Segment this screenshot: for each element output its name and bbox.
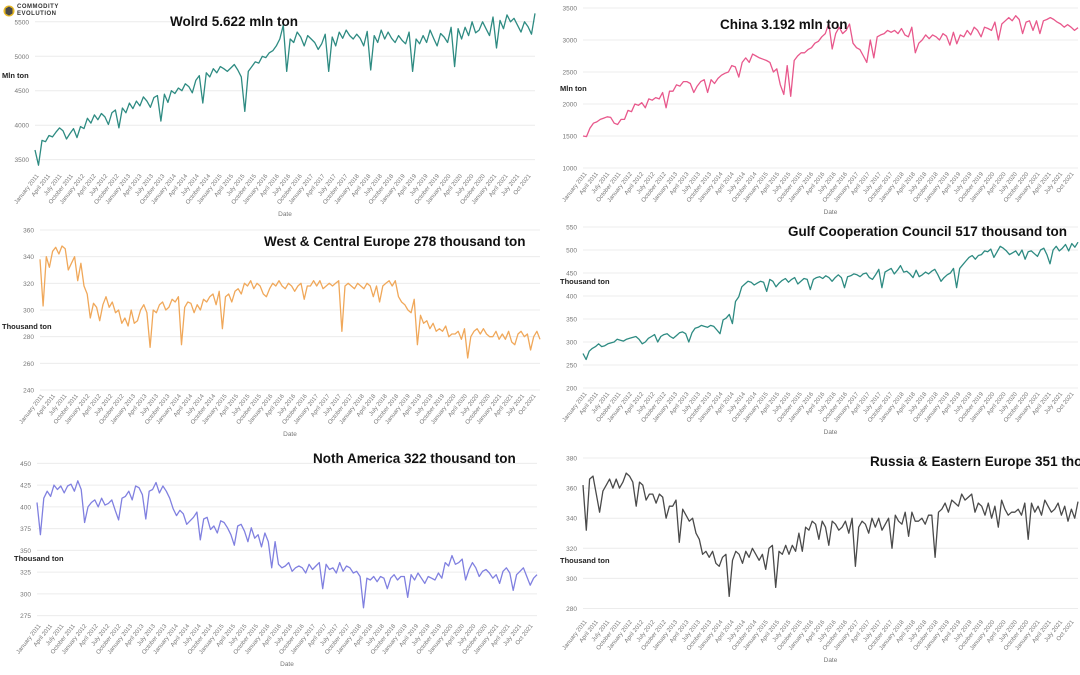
y-tick-label: 250 — [566, 363, 577, 370]
y-tick-label: 200 — [566, 386, 577, 393]
y-tick-label: 550 — [566, 225, 577, 232]
y-tick-label: 300 — [566, 576, 577, 583]
y-tick-label: 1000 — [563, 166, 578, 173]
y-tick-label: 375 — [20, 526, 31, 533]
x-axis-label: Date — [280, 661, 294, 668]
commodity-evolution-logo: COMMODITY EVOLUTION — [3, 3, 83, 25]
y-tick-label: 400 — [20, 504, 31, 511]
y-tick-label: 450 — [566, 271, 577, 278]
y-axis-label: Mln ton — [560, 84, 587, 93]
x-axis-label: Date — [824, 429, 838, 436]
y-tick-label: 500 — [566, 248, 577, 255]
y-tick-label: 4000 — [15, 123, 30, 130]
y-tick-label: 1500 — [563, 134, 578, 141]
y-tick-label: 350 — [566, 317, 577, 324]
y-tick-label: 3000 — [563, 38, 578, 45]
y-axis-label: Thousand ton — [14, 554, 64, 563]
y-tick-label: 360 — [566, 486, 577, 493]
y-tick-label: 360 — [23, 228, 34, 235]
y-tick-label: 320 — [566, 546, 577, 553]
y-tick-label: 275 — [20, 613, 31, 620]
y-tick-label: 320 — [23, 281, 34, 288]
y-tick-label: 4500 — [15, 88, 30, 95]
chart-title: Noth America 322 thousand ton — [313, 451, 516, 466]
y-axis-label: Thousand ton — [2, 322, 52, 331]
x-axis-label: Date — [824, 657, 838, 664]
y-tick-label: 260 — [23, 361, 34, 368]
y-tick-label: 400 — [566, 294, 577, 301]
y-tick-label: 280 — [23, 334, 34, 341]
y-tick-label: 3500 — [563, 6, 578, 13]
chart-title: Russia & Eastern Europe 351 thousand ton — [870, 454, 1080, 469]
chart-title: Wolrd 5.622 mln ton — [170, 14, 298, 29]
y-tick-label: 5500 — [15, 19, 30, 26]
y-axis-label: Thousand ton — [560, 277, 610, 286]
y-tick-label: 240 — [23, 388, 34, 395]
y-tick-label: 300 — [23, 308, 34, 315]
y-tick-label: 425 — [20, 483, 31, 490]
y-tick-label: 5000 — [15, 54, 30, 61]
series-line-gulf-cooperation — [582, 241, 1079, 361]
series-line-wolrd-5-622 — [34, 13, 536, 166]
y-tick-label: 340 — [566, 516, 577, 523]
x-axis-label: Date — [278, 211, 292, 218]
y-tick-label: 340 — [23, 254, 34, 261]
y-tick-label: 2000 — [563, 102, 578, 109]
y-tick-label: 380 — [566, 456, 577, 463]
y-axis-label: Mln ton — [2, 71, 29, 80]
x-axis-label: Date — [824, 209, 838, 216]
chart-title: Gulf Cooperation Council 517 thousand to… — [788, 224, 1067, 239]
series-line-russia — [582, 472, 1079, 598]
y-axis-label: Thousand ton — [560, 556, 610, 565]
y-tick-label: 300 — [566, 340, 577, 347]
y-tick-label: 3500 — [15, 157, 30, 164]
logo-line2: EVOLUTION — [17, 11, 57, 17]
y-tick-label: 300 — [20, 591, 31, 598]
x-axis-label: Date — [283, 431, 297, 438]
y-tick-label: 350 — [20, 548, 31, 555]
series-line-china-3-192 — [582, 15, 1079, 138]
chart-title: West & Central Europe 278 thousand ton — [264, 234, 526, 249]
y-tick-label: 450 — [20, 461, 31, 468]
y-tick-label: 2500 — [563, 70, 578, 77]
y-tick-label: 325 — [20, 570, 31, 577]
series-line-west — [39, 245, 541, 359]
series-line-noth-america — [36, 480, 538, 609]
logo-line1: COMMODITY — [17, 4, 59, 10]
y-tick-label: 280 — [566, 606, 577, 613]
logo-icon — [3, 5, 15, 17]
chart-title: China 3.192 mln ton — [720, 17, 848, 32]
